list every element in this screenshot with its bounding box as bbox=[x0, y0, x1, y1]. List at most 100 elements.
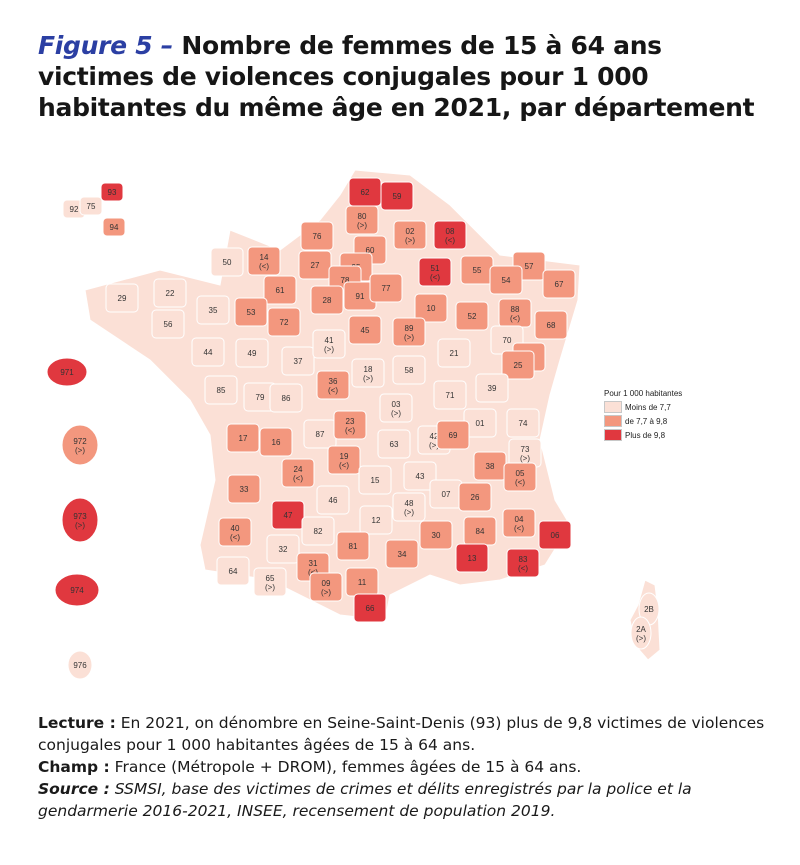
note-source: Source : SSMSI, base des victimes de cri… bbox=[38, 778, 778, 822]
department-shape bbox=[393, 220, 427, 250]
department-shape bbox=[281, 346, 315, 376]
department-71: 71 bbox=[433, 380, 467, 410]
department-code-label: 2B bbox=[644, 605, 654, 614]
department-mark-label: (<) bbox=[515, 478, 525, 487]
department-shape bbox=[392, 317, 426, 347]
department-65: 65(>) bbox=[253, 567, 287, 597]
figure-title-text: Nombre de femmes de 15 à 64 ans victimes… bbox=[38, 31, 755, 122]
department-mark-label: (<) bbox=[345, 426, 355, 435]
department-971: 971 bbox=[46, 357, 88, 387]
department-shape bbox=[630, 616, 652, 650]
department-code-label: 22 bbox=[166, 289, 175, 298]
department-shape bbox=[327, 445, 361, 475]
department-11: 11 bbox=[345, 567, 379, 597]
note-lecture-label: Lecture : bbox=[38, 714, 116, 732]
department-shape bbox=[196, 295, 230, 325]
department-50: 50 bbox=[210, 247, 244, 277]
department-52: 52 bbox=[455, 301, 489, 331]
department-code-label: 09 bbox=[322, 579, 331, 588]
department-shape bbox=[281, 458, 315, 488]
department-code-label: 75 bbox=[87, 202, 96, 211]
department-shape bbox=[502, 508, 536, 538]
department-974: 974 bbox=[54, 573, 100, 607]
department-code-label: 53 bbox=[247, 308, 256, 317]
department-code-label: 18 bbox=[364, 365, 373, 374]
department-shape bbox=[377, 429, 411, 459]
department-shape bbox=[385, 539, 419, 569]
department-code-label: 93 bbox=[108, 188, 117, 197]
department-code-label: 86 bbox=[282, 394, 291, 403]
department-53: 53 bbox=[234, 297, 268, 327]
department-shape bbox=[234, 297, 268, 327]
department-shape bbox=[300, 221, 334, 251]
department-code-label: 30 bbox=[432, 531, 441, 540]
department-77: 77 bbox=[369, 273, 403, 303]
department-code-label: 48 bbox=[405, 499, 414, 508]
legend-item-high: Plus de 9,8 bbox=[604, 428, 682, 442]
department-47: 47 bbox=[271, 500, 305, 530]
figure-title: Figure 5 – Nombre de femmes de 15 à 64 a… bbox=[38, 30, 758, 123]
department-43: 43 bbox=[403, 461, 437, 491]
department-mark-label: (<) bbox=[514, 524, 524, 533]
department-10: 10 bbox=[414, 293, 448, 323]
department-code-label: 32 bbox=[279, 545, 288, 554]
department-mark-label: (>) bbox=[404, 508, 414, 517]
department-shape bbox=[501, 350, 535, 380]
department-shape bbox=[336, 531, 370, 561]
department-mark-label: (<) bbox=[510, 314, 520, 323]
department-code-label: 83 bbox=[519, 555, 528, 564]
department-02: 02(>) bbox=[393, 220, 427, 250]
department-shape bbox=[310, 285, 344, 315]
department-shape bbox=[61, 497, 99, 543]
department-27: 27 bbox=[298, 250, 332, 280]
department-21: 21 bbox=[437, 338, 471, 368]
department-code-label: 81 bbox=[349, 542, 358, 551]
department-shape bbox=[345, 205, 379, 235]
department-973: 973(>) bbox=[61, 497, 99, 543]
department-56: 56 bbox=[151, 309, 185, 339]
department-76: 76 bbox=[300, 221, 334, 251]
department-code-label: 77 bbox=[382, 284, 391, 293]
department-mark-label: (>) bbox=[363, 374, 373, 383]
department-shape bbox=[503, 462, 537, 492]
figure-label: Figure 5 – bbox=[38, 31, 173, 60]
department-code-label: 03 bbox=[392, 400, 401, 409]
department-24: 24(<) bbox=[281, 458, 315, 488]
department-05: 05(<) bbox=[503, 462, 537, 492]
department-code-label: 54 bbox=[502, 276, 511, 285]
department-code-label: 59 bbox=[393, 192, 402, 201]
department-code-label: 65 bbox=[266, 574, 275, 583]
department-shape bbox=[348, 315, 382, 345]
department-40: 40(<) bbox=[218, 517, 252, 547]
note-champ: Champ : France (Métropole + DROM), femme… bbox=[38, 756, 778, 778]
map-svg: 625980(>)02(>)08(<)766014(<)275095789177… bbox=[46, 169, 661, 680]
department-mark-label: (<) bbox=[430, 273, 440, 282]
department-code-label: 43 bbox=[416, 472, 425, 481]
department-972: 972(>) bbox=[61, 424, 99, 466]
department-shape bbox=[266, 534, 300, 564]
department-code-label: 79 bbox=[256, 393, 265, 402]
department-shape bbox=[489, 265, 523, 295]
department-code-label: 2A bbox=[636, 625, 646, 634]
department-mark-label: (<) bbox=[339, 461, 349, 470]
department-code-label: 57 bbox=[525, 262, 534, 271]
department-12: 12 bbox=[359, 505, 393, 535]
department-34: 34 bbox=[385, 539, 419, 569]
department-13: 13 bbox=[455, 543, 489, 573]
department-shape bbox=[218, 517, 252, 547]
department-45: 45 bbox=[348, 315, 382, 345]
note-champ-label: Champ : bbox=[38, 758, 110, 776]
department-shape bbox=[79, 196, 103, 216]
department-81: 81 bbox=[336, 531, 370, 561]
department-code-label: 94 bbox=[110, 223, 119, 232]
department-41: 41(>) bbox=[312, 329, 346, 359]
department-shape bbox=[54, 573, 100, 607]
department-mark-label: (>) bbox=[404, 333, 414, 342]
department-code-label: 64 bbox=[229, 567, 238, 576]
department-2a: 2A(>) bbox=[630, 616, 652, 650]
department-shape bbox=[333, 410, 367, 440]
department-48: 48(>) bbox=[392, 492, 426, 522]
department-code-label: 62 bbox=[361, 188, 370, 197]
department-67: 67 bbox=[542, 269, 576, 299]
department-shape bbox=[227, 474, 261, 504]
